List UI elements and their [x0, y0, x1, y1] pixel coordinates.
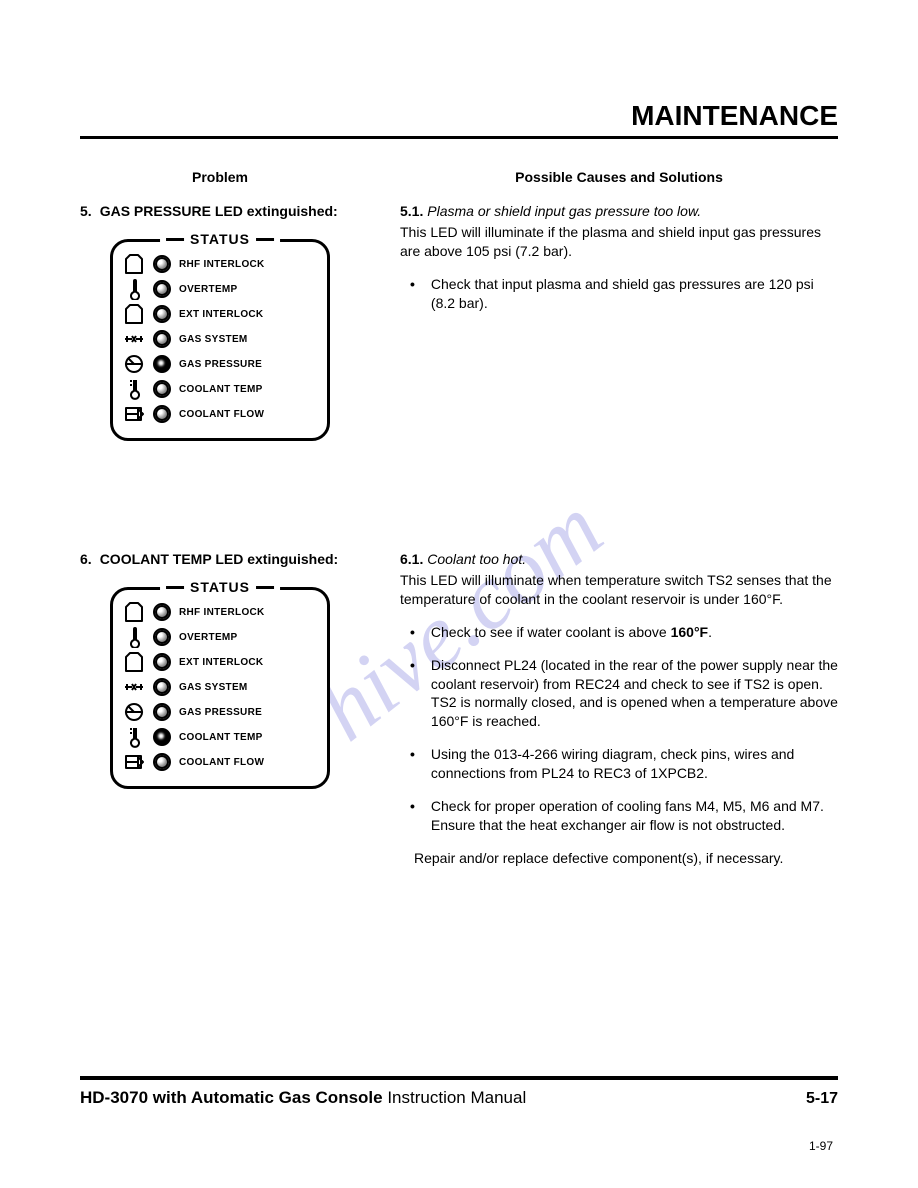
content-columns: Problem Possible Causes and Solutions — [80, 169, 838, 203]
status-label: COOLANT FLOW — [179, 757, 264, 768]
problem-item: 5. GAS PRESSURE LED extinguished: — [80, 203, 360, 219]
status-row: COOLANT FLOW — [123, 751, 317, 773]
problem-title: GAS PRESSURE LED extinguished: — [100, 203, 338, 219]
led-on — [153, 405, 171, 423]
led-on — [153, 330, 171, 348]
cause-title: Coolant too hot. — [427, 551, 526, 567]
led-on — [153, 653, 171, 671]
status-row: RHF INTERLOCK — [123, 601, 317, 623]
bullet-item: Check that input plasma and shield gas p… — [410, 275, 838, 313]
footer-page-number: 5-17 — [806, 1090, 838, 1108]
problem-section: 5. GAS PRESSURE LED extinguished: STATUS… — [80, 203, 838, 441]
bullet-item: Check to see if water coolant is above 1… — [410, 623, 838, 642]
status-label: RHF INTERLOCK — [179, 259, 265, 270]
problem-number: 6. — [80, 551, 92, 567]
status-row: EXT INTERLOCK — [123, 651, 317, 673]
therm2-icon — [123, 378, 145, 400]
page-title: MAINTENANCE — [80, 100, 838, 139]
problem-number: 5. — [80, 203, 92, 219]
led-on — [153, 628, 171, 646]
cause-title: Plasma or shield input gas pressure too … — [427, 203, 701, 219]
flow-icon — [123, 751, 145, 773]
status-label: GAS SYSTEM — [179, 682, 248, 693]
therm-icon — [123, 278, 145, 300]
status-row: OVERTEMP — [123, 626, 317, 648]
status-label: EXT INTERLOCK — [179, 657, 263, 668]
cause-heading: 5.1. Plasma or shield input gas pressure… — [400, 203, 838, 219]
led-on — [153, 678, 171, 696]
door-icon — [123, 651, 145, 673]
cause-description: This LED will illuminate when temperatur… — [400, 571, 838, 609]
status-label: GAS SYSTEM — [179, 334, 248, 345]
bullet-list: Check to see if water coolant is above 1… — [400, 623, 838, 835]
status-panel: STATUS RHF INTERLOCK OVERTEMP EXT INTERL… — [110, 587, 330, 789]
footer-title: HD-3070 with Automatic Gas Console Instr… — [80, 1088, 526, 1108]
problem-title: COOLANT TEMP LED extinguished: — [100, 551, 339, 567]
status-panel: STATUS RHF INTERLOCK OVERTEMP EXT INTERL… — [110, 239, 330, 441]
status-label: OVERTEMP — [179, 284, 238, 295]
led-on — [153, 255, 171, 273]
status-label: COOLANT FLOW — [179, 409, 264, 420]
status-label: COOLANT TEMP — [179, 732, 263, 743]
status-row: EXT INTERLOCK — [123, 303, 317, 325]
status-label: GAS PRESSURE — [179, 359, 262, 370]
gauge-icon — [123, 353, 145, 375]
status-row: GAS SYSTEM — [123, 328, 317, 350]
bullet-item: Using the 013-4-266 wiring diagram, chec… — [410, 745, 838, 783]
status-row: RHF INTERLOCK — [123, 253, 317, 275]
led-on — [153, 280, 171, 298]
status-label: OVERTEMP — [179, 632, 238, 643]
panel-title: STATUS — [160, 231, 280, 247]
bottom-number: 1-97 — [809, 1139, 833, 1153]
cause-number: 5.1. — [400, 203, 423, 219]
status-row: GAS SYSTEM — [123, 676, 317, 698]
problem-section: 6. COOLANT TEMP LED extinguished: STATUS… — [80, 551, 838, 868]
cause-number: 6.1. — [400, 551, 423, 567]
cause-heading: 6.1. Coolant too hot. — [400, 551, 838, 567]
status-row: GAS PRESSURE — [123, 701, 317, 723]
therm-icon — [123, 626, 145, 648]
door-icon — [123, 253, 145, 275]
footer: HD-3070 with Automatic Gas Console Instr… — [80, 1076, 838, 1108]
status-label: GAS PRESSURE — [179, 707, 262, 718]
valve-icon — [123, 328, 145, 350]
panel-title: STATUS — [160, 579, 280, 595]
led-on — [153, 380, 171, 398]
led-off — [153, 355, 171, 373]
cause-description: This LED will illuminate if the plasma a… — [400, 223, 838, 261]
therm2-icon — [123, 726, 145, 748]
status-label: EXT INTERLOCK — [179, 309, 263, 320]
causes-header: Possible Causes and Solutions — [400, 169, 838, 185]
led-on — [153, 305, 171, 323]
led-on — [153, 753, 171, 771]
valve-icon — [123, 676, 145, 698]
bullet-item: Check for proper operation of cooling fa… — [410, 797, 838, 835]
status-row: COOLANT FLOW — [123, 403, 317, 425]
led-on — [153, 703, 171, 721]
led-off — [153, 728, 171, 746]
status-row: GAS PRESSURE — [123, 353, 317, 375]
gauge-icon — [123, 701, 145, 723]
door-icon — [123, 303, 145, 325]
flow-icon — [123, 403, 145, 425]
led-on — [153, 603, 171, 621]
status-row: COOLANT TEMP — [123, 726, 317, 748]
door-icon — [123, 601, 145, 623]
status-row: COOLANT TEMP — [123, 378, 317, 400]
problem-header: Problem — [80, 169, 360, 185]
problem-item: 6. COOLANT TEMP LED extinguished: — [80, 551, 360, 567]
status-row: OVERTEMP — [123, 278, 317, 300]
status-label: RHF INTERLOCK — [179, 607, 265, 618]
status-label: COOLANT TEMP — [179, 384, 263, 395]
bullet-item: Disconnect PL24 (located in the rear of … — [410, 656, 838, 732]
bullet-list: Check that input plasma and shield gas p… — [400, 275, 838, 313]
closing-text: Repair and/or replace defective componen… — [414, 849, 838, 868]
